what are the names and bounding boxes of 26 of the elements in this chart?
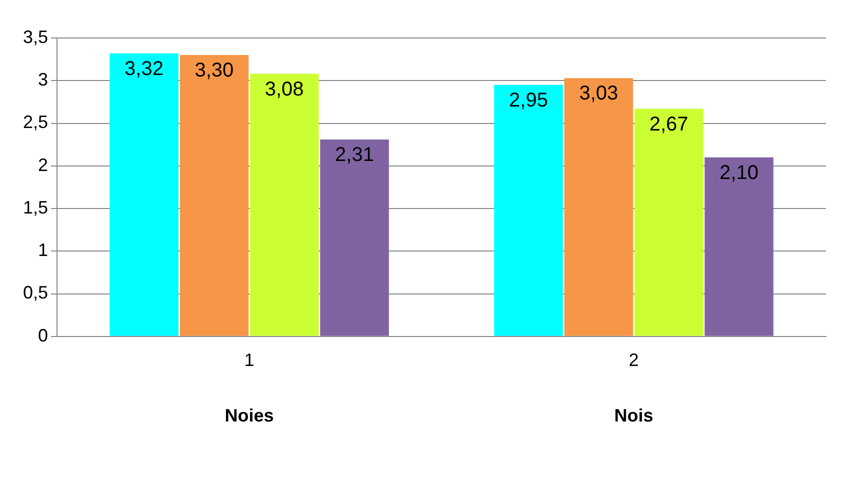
text: Noies — [224, 405, 274, 426]
data-label: 3,08 — [264, 78, 304, 100]
y-tick-label: 2,5 — [22, 112, 48, 132]
bar — [320, 139, 389, 336]
bar — [494, 84, 563, 336]
bar — [250, 74, 319, 336]
data-label: 2,67 — [649, 113, 688, 136]
y-tick-label: 3 — [38, 70, 48, 90]
data-label: 2,10 — [720, 162, 758, 184]
bar — [564, 78, 634, 336]
bar — [704, 157, 774, 336]
y-tick-label: 0,5 — [22, 282, 48, 303]
bar — [634, 108, 704, 336]
data-label: 3,32 — [124, 58, 164, 80]
y-tick-label: 1 — [38, 240, 48, 260]
data-label: 2,31 — [335, 144, 374, 166]
data-label: 3,03 — [579, 82, 618, 105]
y-tick-label: 2 — [38, 154, 48, 175]
data-label: 3,30 — [194, 60, 234, 82]
y-tick-label: 3,5 — [22, 26, 48, 47]
bar — [180, 55, 249, 336]
bar — [110, 53, 178, 336]
text: Nois — [614, 405, 654, 426]
data-label: 2,95 — [509, 89, 548, 112]
y-tick-label: 1,5 — [22, 197, 48, 218]
y-tick-label: 0 — [38, 325, 48, 346]
